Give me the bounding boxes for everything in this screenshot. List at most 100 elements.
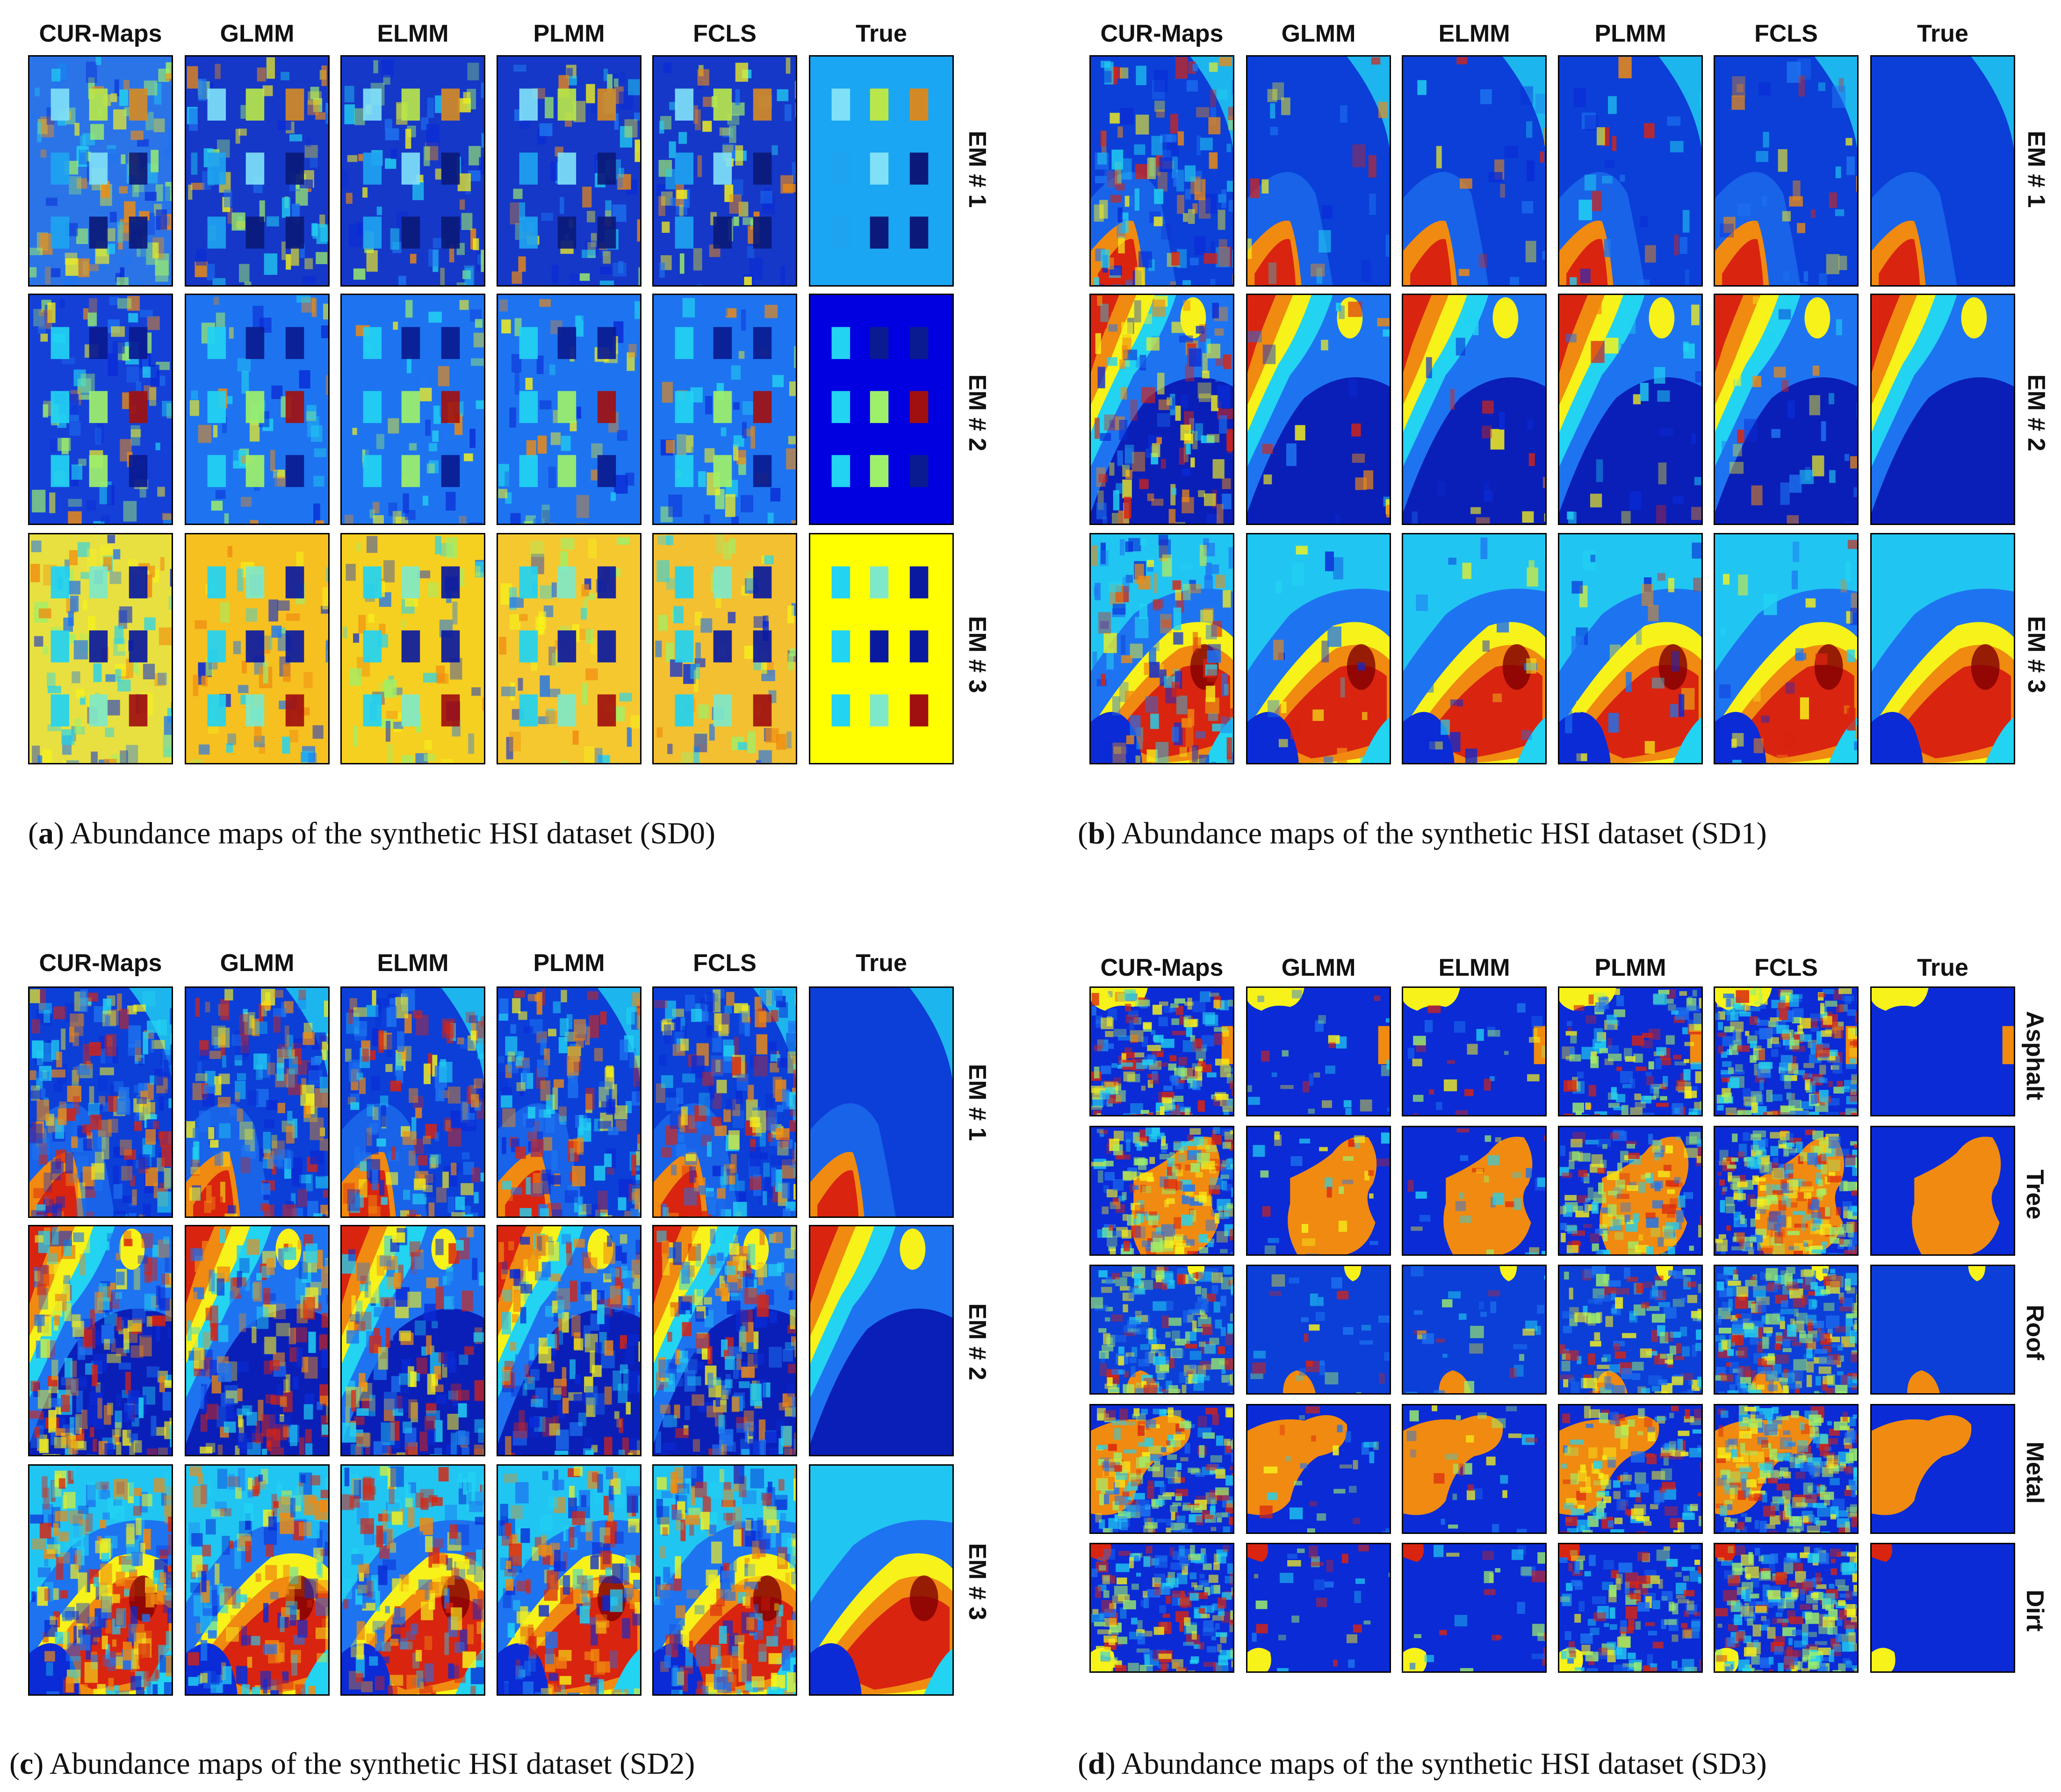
row-label: EM # 1: [964, 1064, 991, 1141]
abundance-map: [1089, 294, 1234, 525]
abundance-map: [1714, 294, 1859, 525]
abundance-map: [1246, 533, 1391, 764]
abundance-map: [497, 986, 641, 1218]
abundance-map: [1714, 1404, 1859, 1534]
abundance-map: [809, 55, 954, 287]
abundance-map: [1558, 55, 1703, 287]
col-header: GLMM: [220, 20, 295, 47]
abundance-map: [1089, 1404, 1234, 1534]
abundance-map: [497, 1464, 641, 1696]
abundance-map: [1870, 986, 2015, 1116]
row-label: Dirt: [2021, 1590, 2048, 1632]
abundance-map: [28, 533, 173, 764]
col-header: FCLS: [1754, 20, 1818, 47]
col-header: GLMM: [1281, 954, 1356, 981]
row-label: EM # 3: [964, 1543, 991, 1620]
col-header: FCLS: [693, 20, 757, 47]
row-label: EM # 2: [2023, 374, 2050, 452]
abundance-map: [1870, 294, 2015, 525]
caption-d: (d) Abundance maps of the synthetic HSI …: [1078, 1747, 1767, 1781]
abundance-map: [809, 294, 954, 525]
row-label: EM # 1: [2023, 130, 2050, 208]
col-header: GLMM: [220, 950, 295, 977]
col-header: GLMM: [1281, 20, 1356, 47]
abundance-map: [497, 1225, 641, 1456]
abundance-map: [1402, 986, 1547, 1116]
abundance-map: [1246, 1404, 1391, 1534]
abundance-map: [1089, 1543, 1234, 1673]
abundance-map: [1246, 1543, 1391, 1673]
row-label: EM # 3: [964, 616, 991, 693]
col-header: CUR-Maps: [39, 20, 162, 47]
abundance-map: [185, 55, 330, 287]
abundance-map: [1558, 294, 1703, 525]
col-header: ELMM: [1438, 20, 1510, 47]
abundance-map: [185, 986, 330, 1218]
abundance-map: [1870, 1404, 2015, 1534]
abundance-map: [28, 1225, 173, 1456]
abundance-map: [652, 533, 797, 764]
col-header: True: [856, 950, 907, 977]
row-label: Roof: [2021, 1304, 2048, 1360]
col-header: CUR-Maps: [39, 950, 162, 977]
abundance-map: [1714, 986, 1859, 1116]
abundance-map: [1714, 1126, 1859, 1256]
col-header: PLMM: [533, 950, 605, 977]
abundance-map: [1714, 533, 1859, 764]
abundance-map: [28, 294, 173, 525]
row-label: EM # 3: [2023, 616, 2050, 693]
row-label: Metal: [2021, 1441, 2048, 1504]
abundance-map: [1089, 1126, 1234, 1256]
abundance-map: [185, 294, 330, 525]
abundance-map: [340, 55, 485, 287]
abundance-map: [28, 55, 173, 287]
col-header: PLMM: [1594, 20, 1666, 47]
col-header: CUR-Maps: [1100, 20, 1224, 47]
abundance-map: [652, 1225, 797, 1456]
abundance-map: [1714, 1265, 1859, 1395]
col-header: ELMM: [377, 950, 449, 977]
abundance-map: [1402, 1265, 1547, 1395]
abundance-map: [1558, 1126, 1703, 1256]
col-header: CUR-Maps: [1100, 954, 1224, 981]
col-header: ELMM: [377, 20, 449, 47]
abundance-map: [1402, 294, 1547, 525]
abundance-map: [1089, 1265, 1234, 1395]
abundance-map: [652, 294, 797, 525]
caption-a: (a) Abundance maps of the synthetic HSI …: [28, 816, 715, 850]
abundance-map: [340, 1225, 485, 1456]
row-label: EM # 1: [964, 130, 991, 208]
abundance-map: [28, 986, 173, 1218]
abundance-map: [497, 533, 641, 764]
abundance-map: [1558, 533, 1703, 764]
col-header: True: [1917, 954, 1968, 981]
abundance-map: [809, 1225, 954, 1456]
abundance-map: [1558, 986, 1703, 1116]
abundance-map: [1870, 1265, 2015, 1395]
abundance-map: [1246, 1265, 1391, 1395]
abundance-map: [340, 294, 485, 525]
abundance-map: [652, 1464, 797, 1696]
abundance-map: [1089, 986, 1234, 1116]
col-header: FCLS: [1754, 954, 1818, 981]
abundance-map: [1870, 533, 2015, 764]
abundance-map: [1402, 533, 1547, 764]
abundance-map: [1089, 55, 1234, 287]
abundance-map: [28, 1464, 173, 1696]
abundance-map: [185, 533, 330, 764]
abundance-map: [1402, 1404, 1547, 1534]
col-header: ELMM: [1438, 954, 1510, 981]
abundance-map: [1870, 1543, 2015, 1673]
caption-c: (c) Abundance maps of the synthetic HSI …: [9, 1747, 695, 1781]
caption-b: (b) Abundance maps of the synthetic HSI …: [1078, 816, 1767, 850]
abundance-map: [497, 294, 641, 525]
abundance-map: [1246, 294, 1391, 525]
abundance-map: [1402, 1543, 1547, 1673]
row-label: EM # 2: [964, 374, 991, 452]
abundance-map: [1246, 55, 1391, 287]
row-label: EM # 2: [964, 1303, 991, 1381]
abundance-map: [185, 1464, 330, 1696]
col-header: True: [1917, 20, 1968, 47]
abundance-map: [1870, 1126, 2015, 1256]
abundance-map: [809, 1464, 954, 1696]
